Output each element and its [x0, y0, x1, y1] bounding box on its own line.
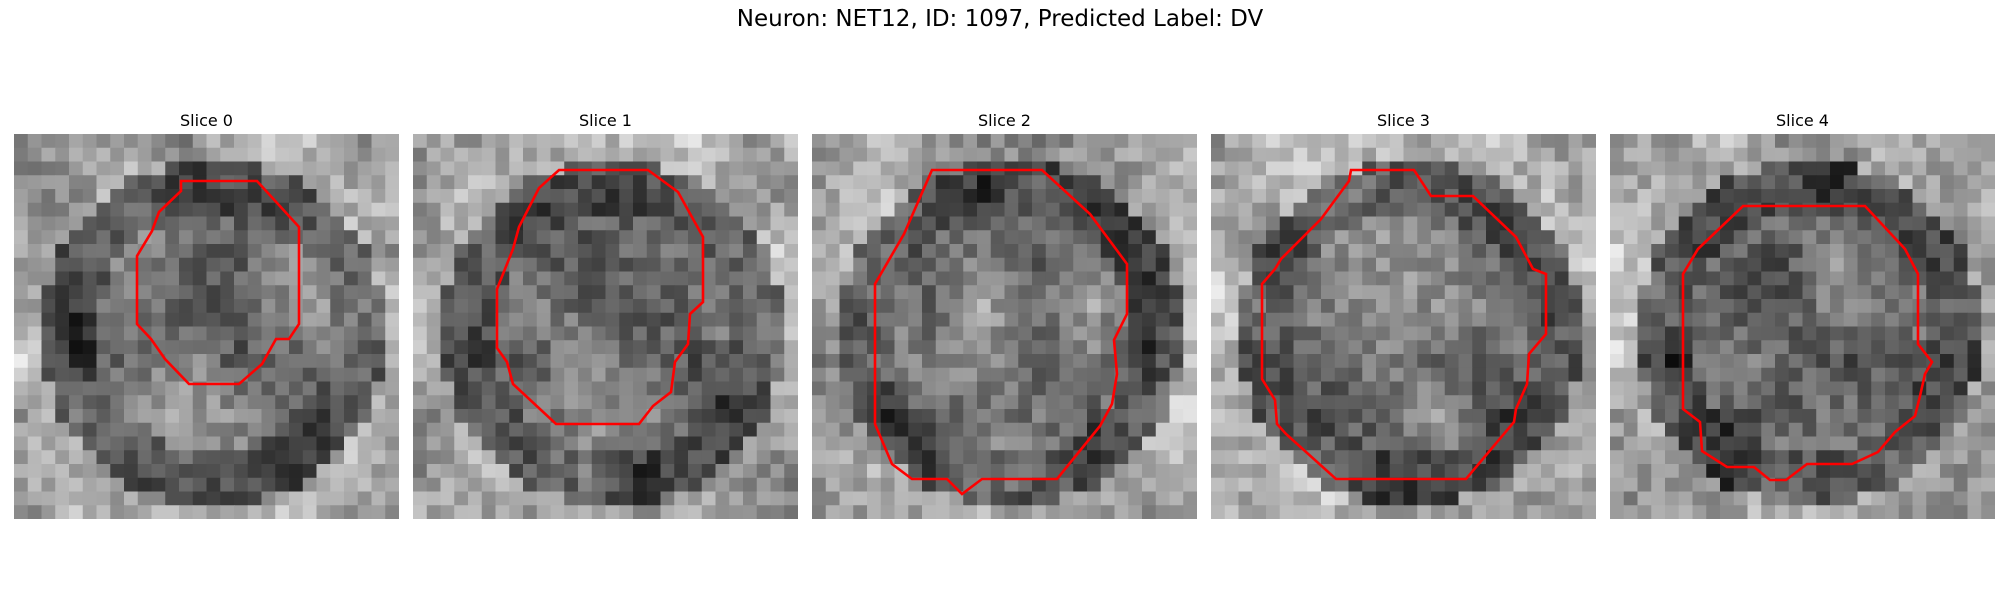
slice-title-1: Slice 1 — [579, 111, 632, 130]
pixel-grid — [413, 134, 798, 519]
pixel-grid — [812, 134, 1197, 519]
slice-image-0 — [14, 134, 399, 519]
pixel-grid — [14, 134, 399, 519]
slice-title-0: Slice 0 — [180, 111, 233, 130]
slice-panel-4: Slice 4 — [1610, 108, 1995, 519]
roi-contour — [1681, 204, 1934, 482]
slice-image-2 — [812, 134, 1197, 519]
slice-panel-3: Slice 3 — [1211, 108, 1596, 519]
slice-title-4: Slice 4 — [1776, 111, 1829, 130]
slice-image-4 — [1610, 134, 1995, 519]
slice-image-3 — [1211, 134, 1596, 519]
roi-contour — [873, 168, 1129, 496]
figure-title: Neuron: NET12, ID: 1097, Predicted Label… — [736, 6, 1264, 32]
pixel-grid — [1610, 134, 1995, 519]
slice-panel-1: Slice 1 — [413, 108, 798, 519]
roi-contour — [495, 168, 705, 426]
pixel-grid — [1211, 134, 1596, 519]
slice-panel-0: Slice 0 — [14, 108, 399, 519]
slice-title-2: Slice 2 — [978, 111, 1031, 130]
roi-contour — [135, 179, 301, 386]
slice-panel-2: Slice 2 — [812, 108, 1197, 519]
roi-contour — [1260, 168, 1548, 481]
slice-image-1 — [413, 134, 798, 519]
slice-title-3: Slice 3 — [1377, 111, 1430, 130]
